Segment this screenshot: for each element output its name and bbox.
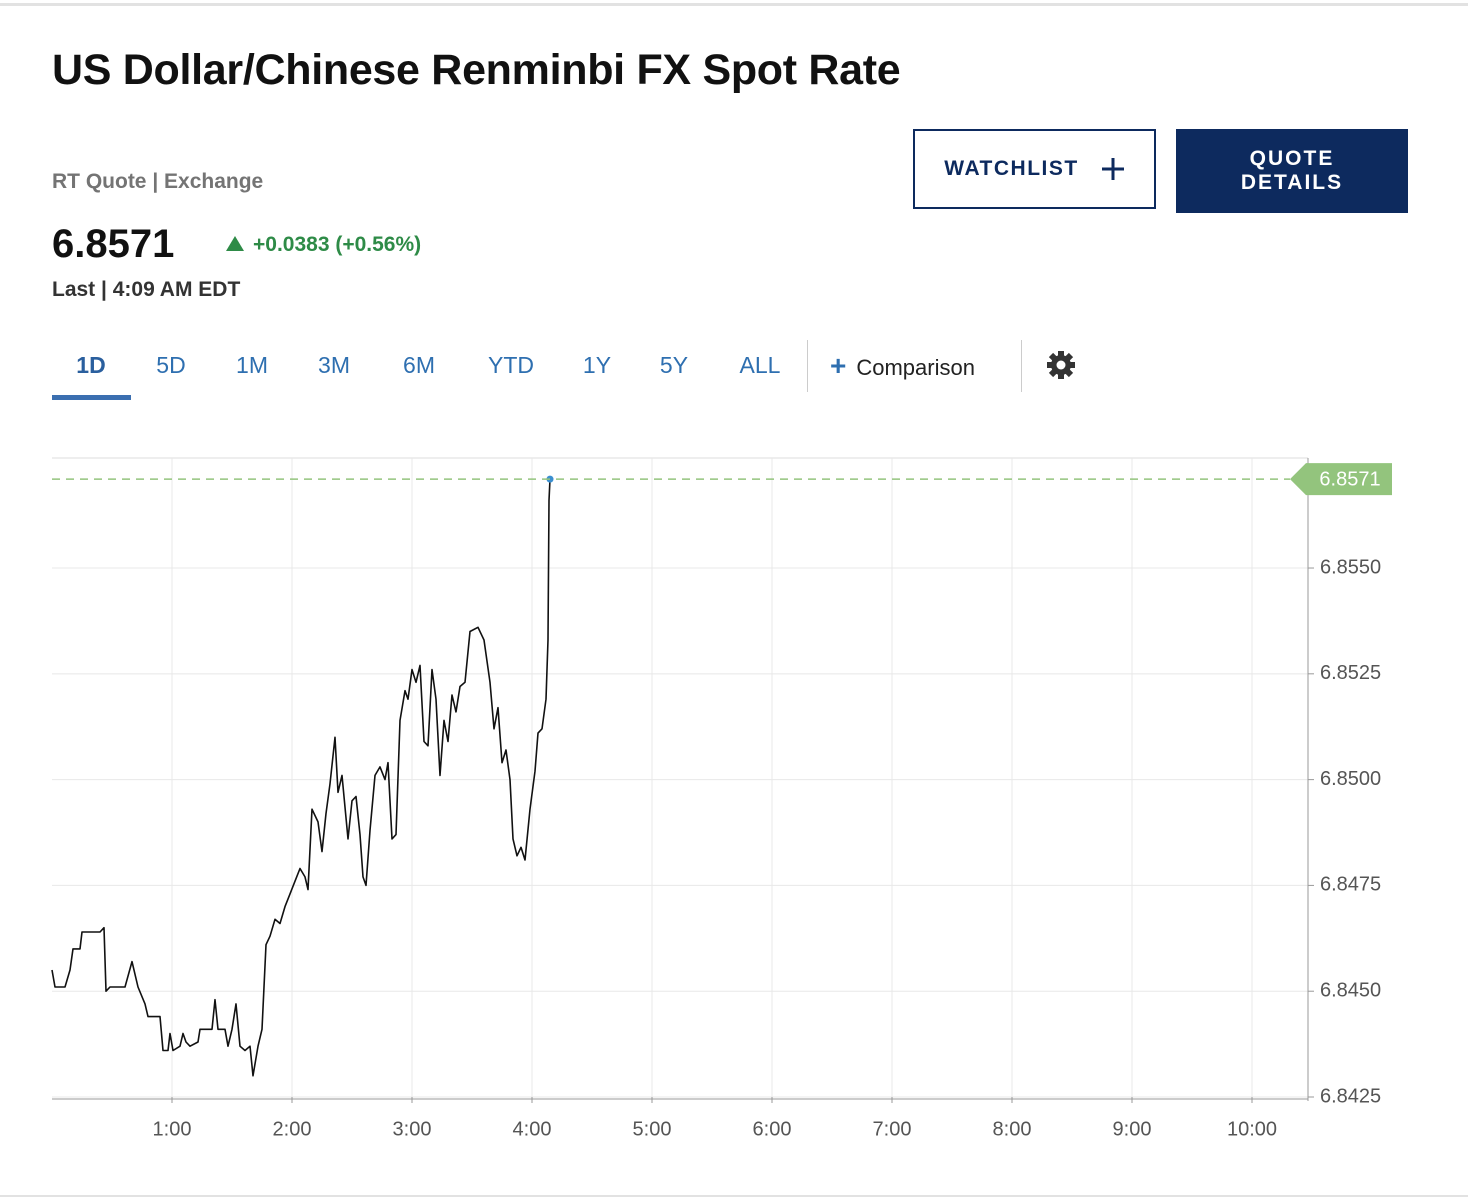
x-tick-label: 10:00 <box>1227 1118 1277 1140</box>
last-value-label: 6.8571 <box>1319 468 1380 490</box>
separator <box>807 340 808 392</box>
x-tick-label: 8:00 <box>993 1118 1032 1140</box>
up-arrow <box>226 236 244 251</box>
time: Last | 4:09 AM EDT <box>52 278 241 301</box>
top-border <box>0 3 1468 6</box>
quote-details-button[interactable]: QUOTE DETAILS <box>1176 129 1408 213</box>
x-tick-label: 3:00 <box>393 1118 432 1140</box>
title: US Dollar/Chinese Renminbi FX Spot Rate <box>52 46 901 94</box>
x-tick-label: 4:00 <box>513 1118 552 1140</box>
price-line <box>51 479 551 1077</box>
range-tab[interactable]: 6M <box>403 352 435 378</box>
plus-icon: + <box>830 350 847 381</box>
bottom-border <box>0 1195 1468 1197</box>
range-tab[interactable]: ALL <box>739 352 781 378</box>
x-tick-label: 7:00 <box>873 1118 912 1140</box>
y-tick-label: 6.8550 <box>1320 556 1381 578</box>
range-tab[interactable]: 1Y <box>582 352 612 378</box>
x-tick-label: 5:00 <box>633 1118 672 1140</box>
range-tab[interactable]: 5Y <box>659 352 689 378</box>
range-tab[interactable]: 3M <box>318 352 350 378</box>
comparison-label: Comparison <box>856 355 975 380</box>
range-tab[interactable]: 1D <box>76 352 106 378</box>
active-underline <box>52 395 131 400</box>
range-tab[interactable]: 5D <box>156 352 186 378</box>
plus-icon <box>1101 158 1124 180</box>
last-value-tag <box>1290 463 1392 496</box>
x-tick-label: 6:00 <box>753 1118 792 1140</box>
range-tab[interactable]: YTD <box>488 352 534 378</box>
x-tick-label: 1:00 <box>153 1118 192 1140</box>
y-tick-label: 6.8450 <box>1320 979 1381 1001</box>
range-tab[interactable]: 1M <box>236 352 268 378</box>
y-tick-label: 6.8525 <box>1320 662 1381 684</box>
x-tick-label: 9:00 <box>1113 1118 1152 1140</box>
y-tick-label: 6.8475 <box>1320 874 1381 896</box>
change: +0.0383 (+0.56%) <box>253 233 422 256</box>
y-tick-label: 6.8500 <box>1320 768 1381 790</box>
watchlist-button[interactable]: WATCHLIST <box>913 129 1156 209</box>
settings-icon[interactable] <box>1045 349 1077 381</box>
x-tick-label: 2:00 <box>273 1118 312 1140</box>
comparison-button[interactable]: + Comparison <box>830 350 975 382</box>
y-tick-label: 6.8425 <box>1320 1085 1381 1107</box>
separator <box>1021 340 1022 392</box>
subtitle: RT Quote | Exchange <box>52 170 264 193</box>
price: 6.8571 <box>52 222 175 266</box>
watchlist-label: WATCHLIST <box>944 157 1079 180</box>
